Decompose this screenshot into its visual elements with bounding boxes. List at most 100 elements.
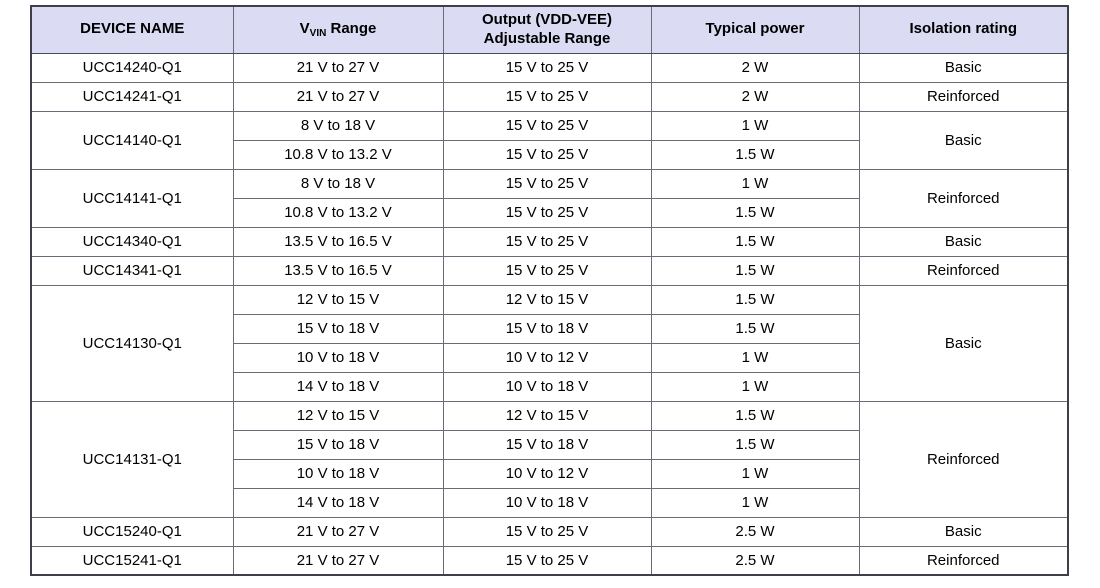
output-range-cell: 10 V to 12 V [442, 458, 652, 489]
isolation-rating-cell: Basic [858, 284, 1069, 402]
output-range-cell: 10 V to 18 V [442, 371, 652, 402]
output-range-cell: 15 V to 25 V [442, 110, 652, 141]
output-range-cell: 15 V to 25 V [442, 255, 652, 286]
device-name-cell: UCC15241-Q1 [30, 545, 234, 576]
vin-range-cell: 13.5 V to 16.5 V [232, 226, 444, 257]
table-row: UCC14130-Q1 12 V to 15 V 12 V to 15 V 1.5 W… [30, 284, 1069, 402]
typical-power-cell: 1 W [650, 487, 860, 518]
vin-range-cell: 21 V to 27 V [232, 52, 444, 83]
vin-range-cell: 10.8 V to 13.2 V [232, 197, 444, 228]
typical-power-cell: 1 W [650, 342, 860, 373]
vin-range-cell: 10.8 V to 13.2 V [232, 139, 444, 170]
typical-power-cell: 2.5 W [650, 545, 860, 576]
device-name-cell: UCC14140-Q1 [30, 110, 234, 170]
output-range-cell: 12 V to 15 V [442, 284, 652, 315]
device-name-cell: UCC15240-Q1 [30, 516, 234, 547]
table-header: DEVICE NAME VVIN Range Output (VDD-VEE) … [30, 5, 1069, 54]
table-row: UCC15240-Q1 21 V to 27 V 15 V to 25 V 2.5 W… [30, 516, 1069, 547]
typical-power-cell: 1 W [650, 110, 860, 141]
typical-power-cell: 1 W [650, 458, 860, 489]
col-header-output-range: Output (VDD-VEE) Adjustable Range [442, 5, 652, 54]
vin-range-cell: 14 V to 18 V [232, 487, 444, 518]
isolation-rating-cell: Basic [858, 516, 1069, 547]
output-header-line2: Adjustable Range [483, 29, 611, 47]
isolation-rating-cell: Reinforced [858, 255, 1069, 286]
output-range-cell: 15 V to 25 V [442, 81, 652, 112]
output-range-cell: 15 V to 25 V [442, 226, 652, 257]
typical-power-cell: 1.5 W [650, 226, 860, 257]
typical-power-cell: 1 W [650, 371, 860, 402]
output-range-cell: 15 V to 25 V [442, 139, 652, 170]
device-spec-table: DEVICE NAME VVIN Range Output (VDD-VEE) … [30, 5, 1069, 576]
vin-range-cell: 15 V to 18 V [232, 313, 444, 344]
vin-range-cell: 21 V to 27 V [232, 545, 444, 576]
vvin-subscript: VIN [309, 27, 327, 39]
output-range-cell: 15 V to 25 V [442, 52, 652, 83]
col-header-device-name: DEVICE NAME [30, 5, 234, 54]
table-row: 15 V to 18 V 15 V to 18 V 1.5 W [31, 313, 1068, 344]
typical-power-cell: 1.5 W [650, 139, 860, 170]
isolation-rating-cell: Basic [858, 110, 1069, 170]
typical-power-cell: 1.5 W [650, 284, 860, 315]
table-row: UCC14131-Q1 12 V to 15 V 12 V to 15 V 1.5 W… [30, 400, 1069, 518]
device-name-cell: UCC14340-Q1 [30, 226, 234, 257]
header-row: DEVICE NAME VVIN Range Output (VDD-VEE) … [30, 5, 1069, 54]
device-name-cell: UCC14130-Q1 [30, 284, 234, 402]
table-row: 10.8 V to 13.2 V 15 V to 25 V 1.5 W [31, 139, 1068, 170]
table-row: UCC15241-Q1 21 V to 27 V 15 V to 25 V 2.5 W… [30, 545, 1069, 576]
vin-range-cell: 8 V to 18 V [232, 168, 444, 199]
output-range-cell: 15 V to 25 V [442, 516, 652, 547]
isolation-rating-cell: Basic [858, 226, 1069, 257]
col-header-isolation-rating: Isolation rating [858, 5, 1069, 54]
output-range-cell: 15 V to 25 V [442, 197, 652, 228]
col-header-typical-power: Typical power [650, 5, 860, 54]
vin-range-cell: 8 V to 18 V [232, 110, 444, 141]
isolation-rating-cell: Basic [858, 52, 1069, 83]
vin-range-cell: 12 V to 15 V [232, 284, 444, 315]
col-header-vvin-range: VVIN Range [232, 5, 444, 54]
device-name-cell: UCC14341-Q1 [30, 255, 234, 286]
vin-range-cell: 15 V to 18 V [232, 429, 444, 460]
device-name-cell: UCC14141-Q1 [30, 168, 234, 228]
vvin-prefix: V [299, 19, 310, 37]
isolation-rating-cell: Reinforced [858, 168, 1069, 228]
table-row: 10.8 V to 13.2 V 15 V to 25 V 1.5 W [31, 197, 1068, 228]
vin-range-cell: 10 V to 18 V [232, 342, 444, 373]
typical-power-cell: 1 W [650, 168, 860, 199]
device-name-cell: UCC14131-Q1 [30, 400, 234, 518]
isolation-rating-cell: Reinforced [858, 400, 1069, 518]
vin-range-cell: 12 V to 15 V [232, 400, 444, 431]
output-range-cell: 10 V to 18 V [442, 487, 652, 518]
vin-range-cell: 10 V to 18 V [232, 458, 444, 489]
vin-range-cell: 14 V to 18 V [232, 371, 444, 402]
device-name-cell: UCC14240-Q1 [30, 52, 234, 83]
typical-power-cell: 1.5 W [650, 313, 860, 344]
typical-power-cell: 1.5 W [650, 429, 860, 460]
typical-power-cell: 1.5 W [650, 400, 860, 431]
vin-range-cell: 13.5 V to 16.5 V [232, 255, 444, 286]
typical-power-cell: 1.5 W [650, 197, 860, 228]
typical-power-cell: 2 W [650, 52, 860, 83]
vin-range-cell: 21 V to 27 V [232, 81, 444, 112]
output-range-cell: 15 V to 25 V [442, 545, 652, 576]
isolation-rating-cell: Reinforced [858, 545, 1069, 576]
output-header-line1: Output (VDD-VEE) [482, 11, 612, 28]
output-range-cell: 15 V to 18 V [442, 429, 652, 460]
output-range-cell: 15 V to 25 V [442, 168, 652, 199]
typical-power-cell: 2 W [650, 81, 860, 112]
device-name-cell: UCC14241-Q1 [30, 81, 234, 112]
typical-power-cell: 1.5 W [650, 255, 860, 286]
output-range-cell: 15 V to 18 V [442, 313, 652, 344]
